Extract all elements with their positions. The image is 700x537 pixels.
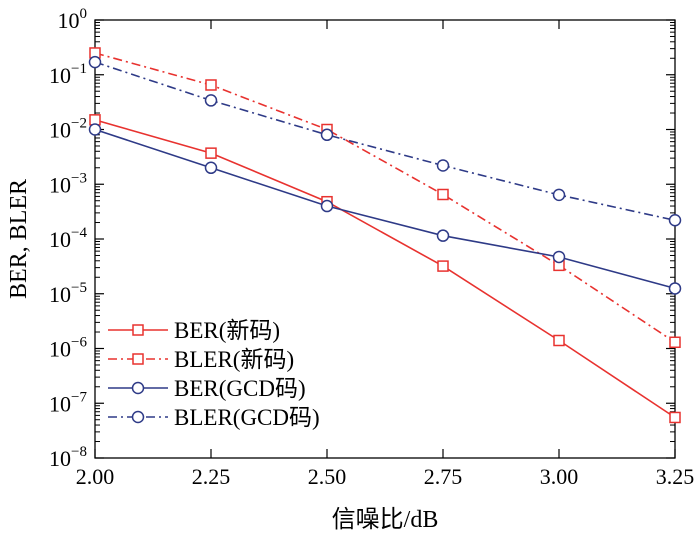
y-tick-label: 10−7 [49,389,87,416]
data-point [553,334,565,347]
series-line [94,61,676,222]
legend-marker [131,410,145,424]
legend: BER(新码) BLER(新码) BER(GCD码) BLER(GCD码) [108,318,320,430]
y-tick-label: 10−8 [49,444,87,471]
data-point [205,147,217,159]
y-tick-label: 10−3 [49,170,87,197]
series-line [94,119,676,419]
data-point [552,250,566,264]
legend-label: BER(新码) [174,318,280,343]
x-ticks: 2.00 2.25 2.50 2.75 3.00 3.25 [76,20,695,489]
x-tick-label: 2.75 [424,464,463,489]
y-tick-label: 10−4 [49,225,87,252]
data-point [669,336,681,349]
y-tick-label: 10−5 [49,280,87,307]
x-tick-label: 2.50 [308,464,347,489]
y-tick-label: 10−6 [49,335,87,362]
data-point [320,199,334,213]
x-tick-label: 2.00 [76,464,115,489]
y-axis-label: BER, BLER [6,179,32,299]
series-4 [88,55,682,227]
legend-label: BLER(GCD码) [174,405,320,430]
legend-marker [132,353,144,365]
series-2 [89,47,681,349]
data-point [88,55,102,69]
data-point [437,188,449,201]
legend-marker [132,324,144,336]
legend-marker [131,381,145,395]
data-point [205,79,217,91]
y-tick-label: 10−2 [49,116,87,143]
y-tick-label: 100 [58,6,88,33]
series-line [94,52,676,343]
series-line [94,128,676,290]
x-tick-label: 3.25 [656,464,695,489]
y-ticks: 100 10−1 10−2 10−3 10−4 10−5 10−6 10−7 10−8 [49,6,675,471]
data-point [436,229,450,242]
x-tick-label: 3.00 [540,464,579,489]
data-point [437,260,449,272]
legend-label: BLER(新码) [174,347,294,372]
data-point [668,214,682,227]
data-point [204,94,218,107]
data-point [436,159,450,172]
data-point [204,161,218,175]
x-axis-label: 信噪比/dB [332,506,439,533]
legend-label: BER(GCD码) [174,376,306,401]
data-point [668,282,682,295]
data-point [88,123,102,136]
x-tick-label: 2.25 [192,464,231,489]
series-3 [88,123,682,295]
series-layer [88,47,682,424]
data-point [669,411,681,424]
data-point [320,128,334,142]
y-tick-label: 10−1 [49,61,87,88]
data-point [552,188,566,202]
